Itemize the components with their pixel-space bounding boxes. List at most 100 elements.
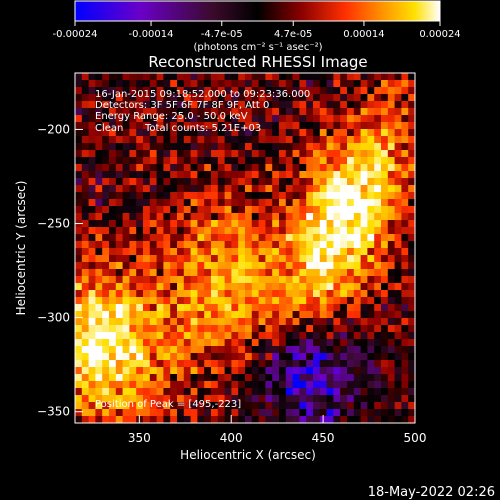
- heatmap-cell: [136, 150, 144, 158]
- heatmap-cell: [115, 192, 124, 200]
- heatmap-cell: [238, 402, 246, 410]
- heatmap-cell: [231, 381, 239, 389]
- heatmap-cell: [170, 115, 178, 123]
- heatmap-cell: [401, 381, 409, 389]
- heatmap-cell: [170, 108, 178, 116]
- heatmap-cell: [367, 304, 375, 312]
- heatmap-cell: [224, 150, 232, 158]
- heatmap-cell: [95, 367, 103, 375]
- heatmap-cell: [122, 129, 130, 137]
- heatmap-cell: [258, 136, 266, 144]
- heatmap-cell: [177, 185, 185, 193]
- heatmap-cell: [306, 353, 314, 361]
- heatmap-cell: [88, 234, 96, 242]
- heatmap-cell: [313, 87, 321, 95]
- heatmap-cell: [326, 248, 334, 256]
- heatmap-cell: [347, 325, 355, 333]
- heatmap-cell: [190, 87, 198, 95]
- heatmap-cell: [381, 73, 389, 81]
- heatmap-cell: [353, 171, 362, 179]
- heatmap-cell: [115, 395, 124, 403]
- heatmap-cell: [170, 192, 178, 200]
- heatmap-cell: [204, 185, 212, 193]
- heatmap-cell: [285, 360, 294, 368]
- heatmap-cell: [258, 234, 266, 242]
- heatmap-cell: [319, 304, 328, 312]
- heatmap-cell: [353, 262, 362, 270]
- heatmap-cell: [149, 311, 158, 319]
- heatmap-cell: [381, 136, 389, 144]
- heatmap-cell: [122, 255, 130, 263]
- heatmap-cell: [102, 395, 110, 403]
- heatmap-cell: [353, 241, 362, 249]
- heatmap-cell: [109, 87, 117, 95]
- heatmap-cell: [299, 297, 307, 305]
- heatmap-cell: [81, 143, 90, 151]
- heatmap-cell: [190, 262, 198, 270]
- heatmap-cell: [347, 409, 355, 417]
- heatmap-cell: [88, 381, 96, 389]
- heatmap-cell: [408, 339, 415, 347]
- heatmap-cell: [326, 346, 334, 354]
- heatmap-cell: [401, 304, 409, 312]
- heatmap-cell: [197, 255, 205, 263]
- heatmap-cell: [347, 381, 355, 389]
- heatmap-cell: [190, 374, 198, 382]
- heatmap-cell: [183, 325, 192, 333]
- heatmap-cell: [374, 73, 382, 81]
- heatmap-cell: [143, 171, 151, 179]
- heatmap-cell: [245, 297, 253, 305]
- heatmap-cell: [387, 311, 396, 319]
- heatmap-cell: [238, 73, 246, 81]
- heatmap-cell: [394, 381, 402, 389]
- heatmap-cell: [326, 353, 334, 361]
- heatmap-cell: [190, 255, 198, 263]
- heatmap-cell: [340, 115, 348, 123]
- heatmap-cell: [149, 157, 158, 165]
- heatmap-cell: [231, 276, 239, 284]
- heatmap-cell: [387, 318, 396, 326]
- heatmap-cell: [381, 94, 389, 102]
- heatmap-cell: [75, 402, 83, 410]
- heatmap-cell: [326, 297, 334, 305]
- heatmap-cell: [285, 185, 294, 193]
- heatmap-cell: [387, 416, 396, 423]
- heatmap-cell: [211, 325, 219, 333]
- heatmap-cell: [75, 199, 83, 207]
- heatmap-cell: [381, 129, 389, 137]
- heatmap-cell: [367, 409, 375, 417]
- heatmap-cell: [319, 297, 328, 305]
- heatmap-cell: [95, 339, 103, 347]
- heatmap-cell: [102, 269, 110, 277]
- heatmap-cell: [136, 241, 144, 249]
- heatmap-cell: [381, 255, 389, 263]
- heatmap-cell: [95, 304, 103, 312]
- heatmap-cell: [381, 339, 389, 347]
- heatmap-cell: [333, 318, 341, 326]
- heatmap-cell: [163, 136, 171, 144]
- heatmap-cell: [319, 290, 328, 298]
- heatmap-cell: [285, 416, 294, 423]
- heatmap-cell: [81, 409, 90, 417]
- heatmap-cell: [272, 73, 280, 81]
- heatmap-cell: [95, 185, 103, 193]
- heatmap-cell: [353, 276, 362, 284]
- heatmap-cell: [109, 283, 117, 291]
- heatmap-cell: [217, 213, 226, 221]
- heatmap-cell: [367, 199, 375, 207]
- heatmap-cell: [224, 213, 232, 221]
- heatmap-cell: [238, 87, 246, 95]
- heatmap-cell: [224, 346, 232, 354]
- heatmap-cell: [279, 73, 287, 81]
- heatmap-cell: [347, 206, 355, 214]
- heatmap-cell: [217, 220, 226, 228]
- heatmap-cell: [326, 290, 334, 298]
- heatmap-cell: [129, 164, 137, 172]
- heatmap-cell: [197, 304, 205, 312]
- heatmap-cell: [170, 388, 178, 396]
- heatmap-cell: [217, 332, 226, 340]
- heatmap-cell: [279, 178, 287, 186]
- heatmap-cell: [394, 136, 402, 144]
- heatmap-cell: [319, 87, 328, 95]
- heatmap-cell: [88, 101, 96, 109]
